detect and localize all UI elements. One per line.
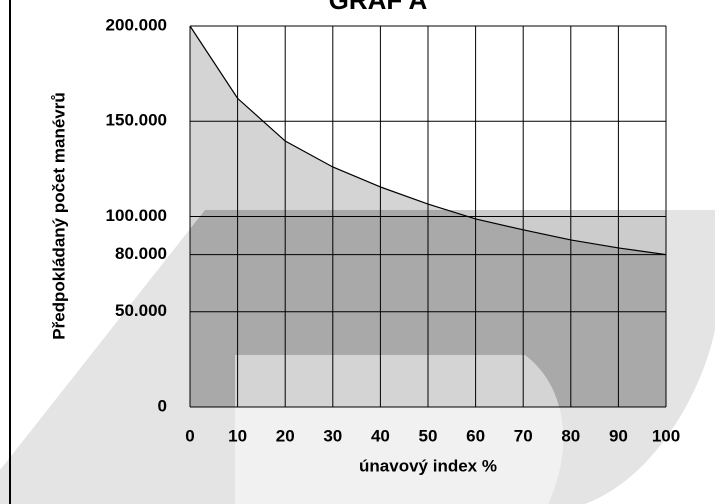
y-tick-label: 150.000	[106, 111, 167, 130]
x-tick-label: 50	[419, 426, 438, 445]
x-tick-label: 30	[323, 426, 342, 445]
y-tick-label: 100.000	[106, 206, 167, 225]
x-tick-label: 80	[561, 426, 580, 445]
y-tick-label: 200.000	[106, 15, 167, 34]
chart-title: GRAF A	[329, 0, 428, 15]
y-tick-label: 0	[158, 396, 167, 415]
y-axis-label: Předpokládaný počet manévrů	[49, 92, 68, 340]
x-tick-label: 90	[609, 426, 628, 445]
x-tick-label: 40	[371, 426, 390, 445]
y-tick-label: 50.000	[115, 301, 167, 320]
x-tick-label: 100	[652, 426, 680, 445]
x-axis-label: únavový index %	[359, 456, 497, 475]
x-tick-label: 60	[466, 426, 485, 445]
x-tick-label: 10	[228, 426, 247, 445]
x-tick-label: 70	[514, 426, 533, 445]
y-tick-label: 80.000	[115, 244, 167, 263]
x-tick-label: 0	[185, 426, 194, 445]
x-tick-label: 20	[276, 426, 295, 445]
chart: GRAF A únavový index % Předpokládaný poč…	[0, 0, 715, 504]
